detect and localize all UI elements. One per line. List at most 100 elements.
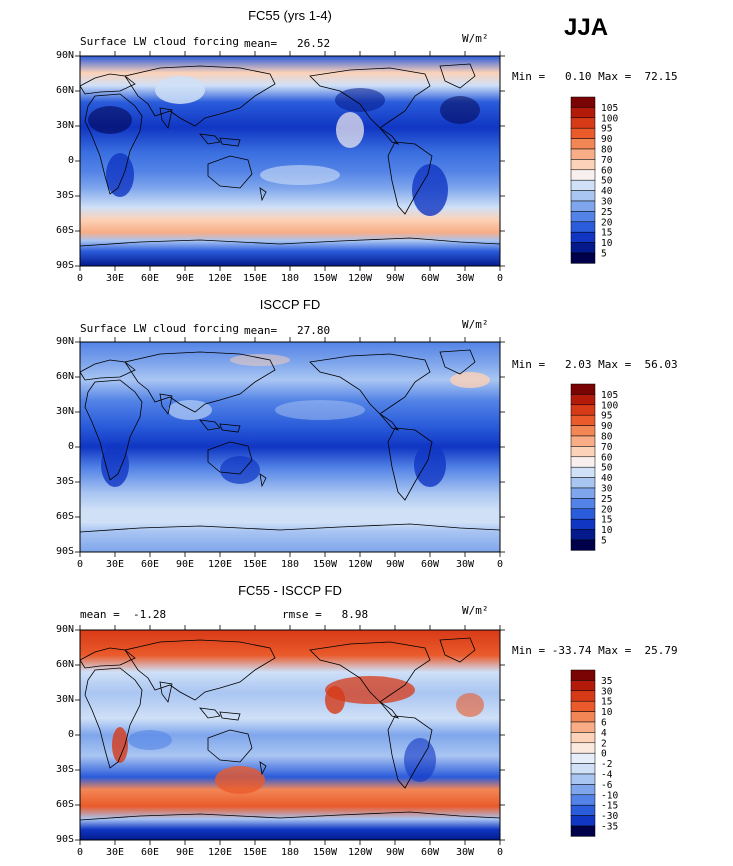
colorbar-swatch: [570, 138, 596, 150]
lon-label: 30E: [105, 847, 125, 858]
panel1-left-text: Surface LW cloud forcing: [80, 35, 239, 48]
colorbar-swatch: [570, 383, 596, 395]
panel2-map: [79, 341, 501, 553]
lon-label: 0: [496, 559, 504, 570]
panel2-mean-text: mean= 27.80: [244, 324, 331, 337]
lat-label: 90N: [55, 50, 74, 61]
colorbar-swatch: [570, 732, 596, 744]
colorbar-swatch: [570, 742, 596, 754]
colorbar-swatch: [570, 669, 596, 681]
colorbar-label: 90: [601, 421, 613, 432]
colorbar-swatch: [570, 804, 596, 816]
colorbar-swatch: [570, 773, 596, 785]
lon-label: 60W: [420, 559, 440, 570]
panel3-minmax: Min = -33.74 Max = 25.79: [512, 644, 678, 657]
lat-label: 30N: [55, 406, 74, 417]
colorbar-label: 20: [601, 504, 613, 515]
lat-label: 60N: [55, 85, 74, 96]
lon-label: 0: [496, 847, 504, 858]
colorbar-label: 95: [601, 124, 612, 135]
lon-label: 150W: [312, 847, 338, 858]
lon-label: 60E: [140, 559, 160, 570]
colorbar-label: 15: [601, 515, 612, 526]
colorbar-label: 30: [601, 197, 613, 208]
colorbar-swatch: [570, 211, 596, 223]
lat-label: 0: [67, 729, 74, 740]
lon-label: 60E: [140, 847, 160, 858]
colorbar-swatch: [570, 763, 596, 775]
lat-label: 90N: [55, 336, 74, 347]
lon-label: 150W: [312, 559, 338, 570]
colorbar-swatch: [570, 169, 596, 181]
colorbar-swatch: [570, 231, 596, 243]
colorbar-label: 5: [601, 536, 607, 547]
colorbar-swatch: [570, 446, 596, 458]
colorbar-swatch: [570, 700, 596, 712]
colorbar-label: 100: [601, 400, 618, 411]
colorbar-swatch: [570, 518, 596, 530]
colorbar-label: 10: [601, 525, 613, 536]
colorbar-label: 25: [601, 207, 612, 218]
colorbar-label: 30: [601, 484, 613, 495]
lon-label: 90W: [385, 559, 405, 570]
panel3-title: FC55 - ISCCP FD: [238, 583, 342, 598]
lon-label: 120W: [347, 273, 373, 284]
lon-label: 90E: [175, 273, 195, 284]
lat-label: 30S: [55, 764, 74, 775]
lat-label: 60S: [55, 225, 74, 236]
panel1-minmax: Min = 0.10 Max = 72.15: [512, 70, 678, 83]
colorbar-label: 15: [601, 228, 612, 239]
lon-label: 90E: [175, 847, 195, 858]
lon-label: 0: [496, 273, 504, 284]
colorbar-label: 80: [601, 145, 613, 156]
colorbar-label: 6: [601, 718, 607, 729]
lat-label: 0: [67, 155, 74, 166]
lat-label: 0: [67, 441, 74, 452]
colorbar-label: 70: [601, 442, 613, 453]
lon-label: 180: [280, 847, 300, 858]
colorbar-label: -10: [601, 790, 618, 801]
lon-label: 180: [280, 559, 300, 570]
panel3-mean-text: rmse = 8.98: [282, 608, 369, 621]
lon-label: 0: [76, 559, 84, 570]
colorbar-swatch: [570, 127, 596, 139]
colorbar-swatch: [570, 252, 596, 264]
colorbar-label: 0: [601, 749, 607, 760]
colorbar-swatch: [570, 794, 596, 806]
colorbar-swatch: [570, 221, 596, 233]
colorbar-swatch: [570, 711, 596, 723]
panel1-title: FC55 (yrs 1-4): [248, 8, 332, 23]
colorbar-label: -4: [601, 770, 613, 781]
colorbar-swatch: [570, 784, 596, 796]
colorbar-label: 105: [601, 390, 618, 401]
lon-label: 30W: [455, 847, 475, 858]
axis-ticks: [75, 51, 505, 845]
colorbar-label: -30: [601, 811, 618, 822]
colorbar-swatch: [570, 96, 596, 108]
colorbar-label: 50: [601, 176, 613, 187]
lon-label: 90E: [175, 559, 195, 570]
lon-label: 150E: [242, 847, 268, 858]
colorbar-label: 20: [601, 217, 613, 228]
lon-label: 150W: [312, 273, 338, 284]
colorbar-swatch: [570, 825, 596, 837]
colorbar-swatch: [570, 179, 596, 191]
colorbar-label: 10: [601, 238, 613, 249]
lat-label: 60S: [55, 511, 74, 522]
lat-label: 60N: [55, 659, 74, 670]
colorbar-label: 4: [601, 728, 607, 739]
lon-label: 150E: [242, 273, 268, 284]
panel2-minmax: Min = 2.03 Max = 56.03: [512, 358, 678, 371]
panel2-left-text: Surface LW cloud forcing: [80, 322, 239, 335]
lon-label: 60W: [420, 847, 440, 858]
colorbar-label: 25: [601, 494, 612, 505]
colorbar-label: 60: [601, 452, 613, 463]
colorbar-swatch: [570, 435, 596, 447]
colorbar-swatch: [570, 159, 596, 171]
colorbar-swatch: [570, 107, 596, 119]
lon-label: 120W: [347, 847, 373, 858]
lat-label: 30N: [55, 694, 74, 705]
lon-label: 90W: [385, 273, 405, 284]
